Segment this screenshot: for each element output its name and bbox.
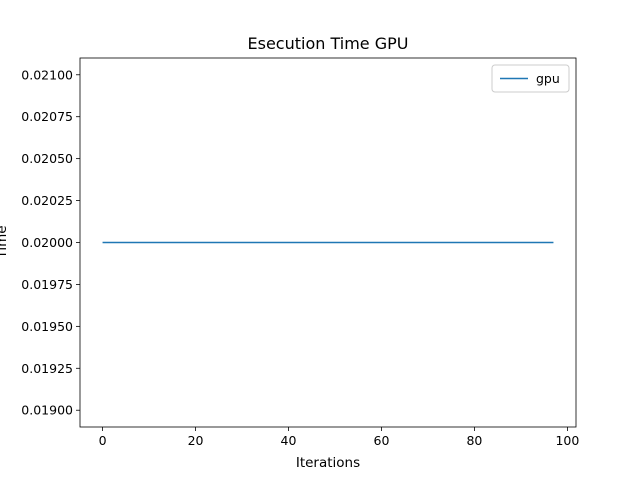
legend-box [491, 64, 570, 93]
y-tick-label: 0.02100 [21, 67, 73, 82]
y-tick-label: 0.01975 [21, 277, 73, 292]
y-axis-label: Time [0, 225, 10, 259]
x-tick-label: 20 [188, 433, 204, 448]
x-axis-label: Iterations [296, 455, 360, 471]
y-tick-label: 0.02000 [21, 235, 73, 250]
y-tick-label: 0.01925 [21, 361, 73, 376]
y-tick-label: 0.02075 [21, 109, 73, 124]
y-tick-label: 0.02050 [21, 151, 73, 166]
x-tick-label: 40 [281, 433, 297, 448]
x-tick-label: 100 [555, 433, 579, 448]
y-tick-label: 0.01950 [21, 319, 73, 334]
y-axis: 0.01900 0.01925 0.01950 0.01975 0.02000 0.020… [21, 67, 80, 418]
legend-label-gpu: gpu [536, 71, 560, 86]
x-tick-label: 80 [466, 433, 482, 448]
legend: gpu [491, 64, 570, 93]
y-tick-label: 0.01900 [21, 403, 73, 418]
x-axis: 0 20 40 60 80 100 [99, 427, 579, 448]
chart-title: Esecution Time GPU [248, 34, 409, 53]
y-tick-label: 0.02025 [21, 193, 73, 208]
x-tick-label: 60 [374, 433, 390, 448]
x-tick-label: 0 [99, 433, 107, 448]
